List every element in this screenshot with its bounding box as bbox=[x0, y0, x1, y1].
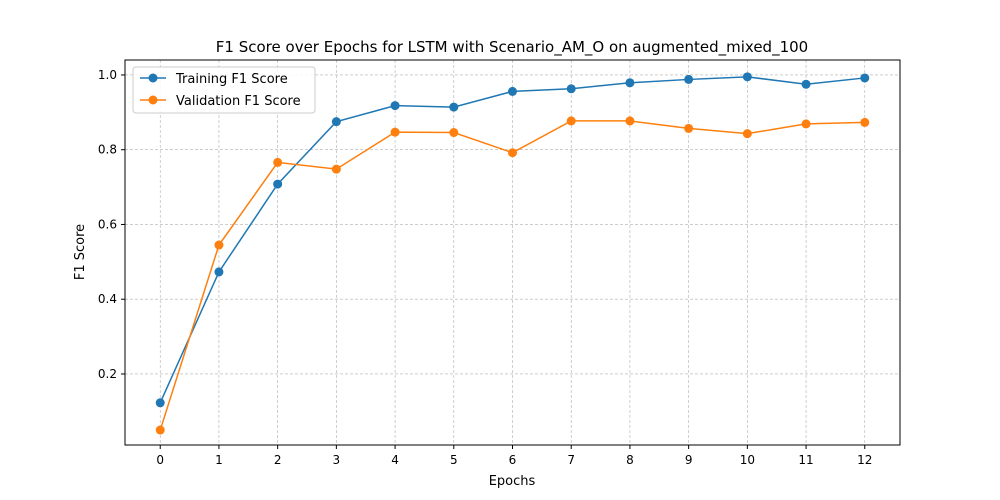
y-tick-label: 0.4 bbox=[98, 292, 117, 306]
validation-f1-score-point bbox=[331, 164, 341, 174]
x-tick-label: 3 bbox=[333, 453, 341, 467]
training-f1-score-point bbox=[508, 86, 517, 96]
validation-f1-score-point bbox=[508, 148, 517, 158]
y-axis-ticks: 0.2 0.4 0.6 0.8 1.0 bbox=[98, 68, 125, 381]
training-f1-score-point bbox=[684, 74, 694, 84]
training-f1-score-point bbox=[155, 398, 165, 408]
validation-f1-score-point bbox=[273, 157, 283, 167]
legend-label-validation: Validation F1 Score bbox=[176, 94, 301, 109]
x-tick-label: 5 bbox=[450, 453, 458, 467]
y-axis-label: F1 Score bbox=[73, 224, 88, 280]
plot-frame bbox=[124, 59, 901, 446]
y-tick-label: 1.0 bbox=[98, 68, 117, 82]
validation-f1-score-point bbox=[214, 240, 224, 250]
validation-f1-score-point bbox=[625, 116, 635, 126]
training-f1-score-point bbox=[273, 179, 283, 189]
training-f1-score-point bbox=[331, 117, 341, 127]
x-tick-label: 11 bbox=[798, 453, 813, 467]
x-tick-label: 10 bbox=[740, 453, 755, 467]
x-tick-label: 0 bbox=[156, 453, 164, 467]
training-f1-score-point bbox=[801, 79, 811, 89]
chart-title: F1 Score over Epochs for LSTM with Scena… bbox=[216, 38, 808, 57]
training-f1-score-point bbox=[625, 78, 635, 88]
validation-f1-score-point bbox=[390, 127, 400, 137]
series-layer bbox=[155, 72, 870, 435]
x-tick-label: 1 bbox=[215, 453, 223, 467]
x-axis-label: Epochs bbox=[489, 474, 536, 489]
x-tick-label: 9 bbox=[685, 453, 693, 467]
training-f1-score-point bbox=[742, 72, 752, 82]
y-tick-label: 0.2 bbox=[98, 367, 117, 381]
y-tick-label: 0.6 bbox=[98, 217, 117, 231]
validation-f1-score-point bbox=[449, 128, 459, 138]
training-f1-score-point bbox=[860, 73, 870, 83]
x-tick-label: 2 bbox=[274, 453, 282, 467]
validation-f1-score-point bbox=[742, 129, 752, 139]
legend-label-training: Training F1 Score bbox=[175, 72, 288, 87]
x-tick-label: 8 bbox=[626, 453, 634, 467]
training-f1-score-point bbox=[390, 101, 400, 111]
x-axis-ticks: 0 1 2 3 4 5 6 7 8 9 10 11 12 bbox=[156, 445, 872, 467]
validation-f1-score-point bbox=[155, 425, 165, 435]
x-tick-label: 12 bbox=[857, 453, 872, 467]
y-tick-label: 0.8 bbox=[98, 143, 117, 157]
legend-box bbox=[132, 66, 316, 114]
validation-f1-score-point bbox=[684, 123, 694, 133]
legend: Training F1 Score Validation F1 Score bbox=[132, 66, 316, 114]
training-f1-score-point bbox=[214, 267, 224, 277]
training-f1-score-point bbox=[566, 84, 576, 94]
validation-f1-score-point bbox=[566, 116, 576, 126]
x-tick-label: 6 bbox=[509, 453, 517, 467]
training-f1-score-point bbox=[449, 102, 459, 112]
validation-f1-score-point bbox=[860, 117, 870, 127]
x-tick-label: 7 bbox=[567, 453, 575, 467]
validation-f1-score-point bbox=[801, 119, 811, 129]
x-tick-label: 4 bbox=[391, 453, 399, 467]
legend-marker-training bbox=[148, 73, 158, 83]
legend-marker-validation bbox=[148, 95, 158, 105]
